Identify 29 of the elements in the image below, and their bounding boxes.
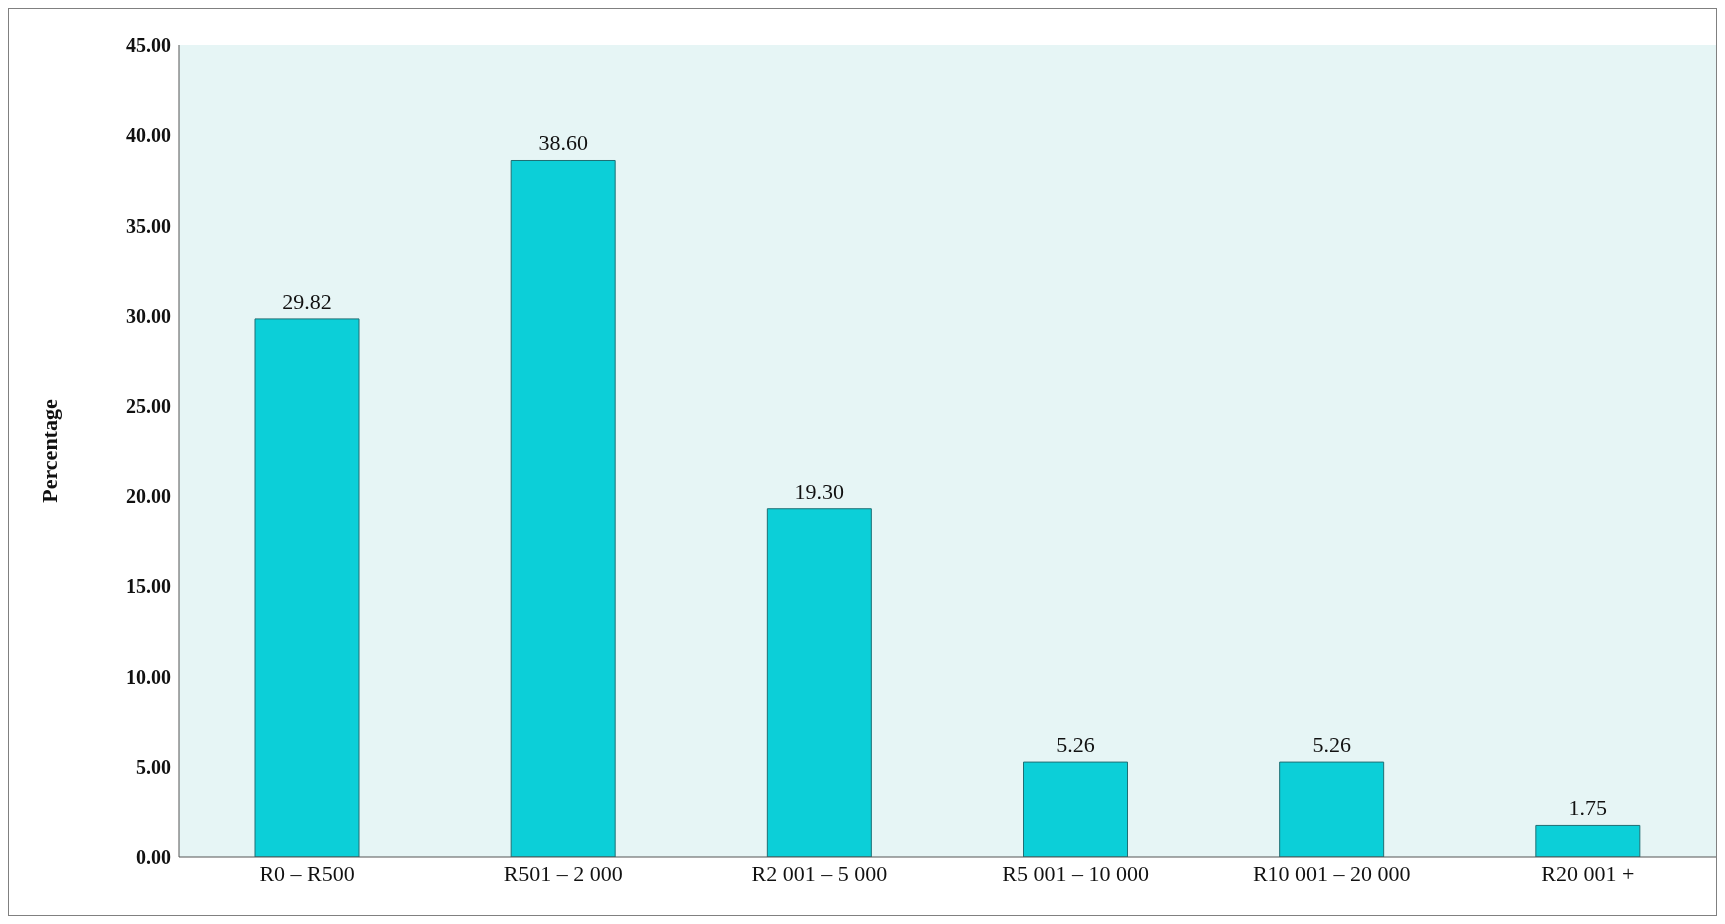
y-tick-label: 35.00: [126, 214, 171, 237]
y-tick-label: 30.00: [126, 304, 171, 327]
x-tick-label: R20 001 +: [1541, 860, 1635, 886]
y-tick-label: 10.00: [126, 665, 171, 688]
bar: [1279, 761, 1385, 857]
y-tick-label: 40.00: [126, 124, 171, 147]
bar: [510, 159, 616, 857]
data-label: 29.82: [282, 288, 332, 314]
y-tick-label: 45.00: [126, 34, 171, 57]
bar: [254, 318, 360, 857]
bar: [1535, 824, 1641, 857]
x-tick-label: R10 001 – 20 000: [1252, 860, 1411, 886]
data-label: 19.30: [794, 478, 845, 504]
data-label: 38.60: [538, 130, 588, 156]
data-label: 5.26: [1312, 732, 1351, 758]
y-tick-label: 15.00: [126, 575, 171, 598]
x-tick-label: R2 001 – 5 000: [751, 860, 888, 886]
x-tick-label: R5 001 – 10 000: [1002, 860, 1149, 886]
data-label: 5.26: [1056, 732, 1095, 758]
bar: [766, 508, 872, 857]
y-tick-label: 0.00: [136, 846, 171, 869]
bar: [1023, 761, 1128, 857]
x-tick-label: R501 – 2 000: [503, 860, 623, 886]
y-tick-label: 25.00: [126, 394, 171, 417]
x-tick-label: R0 – R500: [259, 860, 355, 886]
y-axis-title: Percentage: [36, 399, 62, 503]
data-label: 1.75: [1568, 795, 1608, 821]
y-tick-label: 5.00: [136, 755, 171, 778]
y-tick-label: 20.00: [126, 485, 171, 508]
